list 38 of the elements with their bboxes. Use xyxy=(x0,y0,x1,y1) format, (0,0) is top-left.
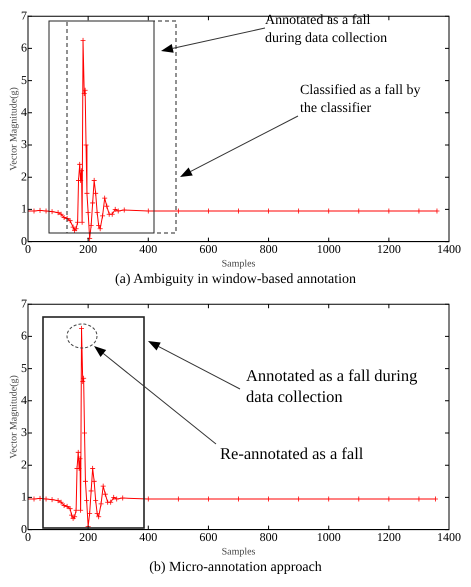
y-tick-label: 1 xyxy=(21,202,27,216)
x-tick-label: 1200 xyxy=(376,530,401,544)
text: (a) Ambiguity in window-based annotation xyxy=(114,272,358,288)
y-tick-label: 2 xyxy=(21,457,27,472)
x-tick-label: 1000 xyxy=(316,530,341,544)
y-tick-label: 4 xyxy=(21,392,27,407)
y-tick-label: 5 xyxy=(21,72,27,87)
annotation: Classified as a fall by the classifier xyxy=(300,82,422,117)
y-tick-label: 5 xyxy=(21,360,27,375)
text: (b) Micro-annotation approach xyxy=(148,560,323,576)
y-tick-label: 6 xyxy=(21,328,27,343)
x-axis-title: Samples xyxy=(222,258,256,270)
y-tick-label: 6 xyxy=(21,40,27,55)
y-tick-label: 1 xyxy=(21,490,27,504)
x-tick-label: 1400 xyxy=(437,242,461,256)
x-tick-label: 800 xyxy=(260,242,278,256)
x-axis-title: Samples xyxy=(222,546,256,558)
y-tick-label: 2 xyxy=(21,169,27,184)
x-tick-label: 400 xyxy=(139,242,158,256)
x-tick-label: 200 xyxy=(79,530,98,544)
y-axis-title: Vector Magnitude(g) xyxy=(8,375,20,459)
x-tick-label: 1400 xyxy=(437,530,461,544)
x-tick-label: 1000 xyxy=(316,242,341,256)
x-tick-label: 400 xyxy=(139,530,158,544)
y-tick-label: 3 xyxy=(21,425,27,440)
annotation: Re-annotated as a fall xyxy=(220,444,364,465)
x-tick-label: 200 xyxy=(79,242,98,256)
y-axis-title: Vector Magnitude(g) xyxy=(8,87,20,171)
x-tick-label: 800 xyxy=(260,530,278,544)
y-tick-label: 7 xyxy=(21,8,27,22)
y-tick-label: 3 xyxy=(21,137,27,152)
annotation: Annotated as a fall during data collection xyxy=(246,366,418,408)
x-tick-label: 1200 xyxy=(376,242,401,256)
annotation: Annotated as a fall during data collection xyxy=(265,12,388,47)
y-tick-label: 4 xyxy=(21,104,27,119)
x-tick-label: 600 xyxy=(199,530,218,544)
y-tick-label: 7 xyxy=(21,296,27,310)
x-tick-label: 600 xyxy=(199,242,218,256)
